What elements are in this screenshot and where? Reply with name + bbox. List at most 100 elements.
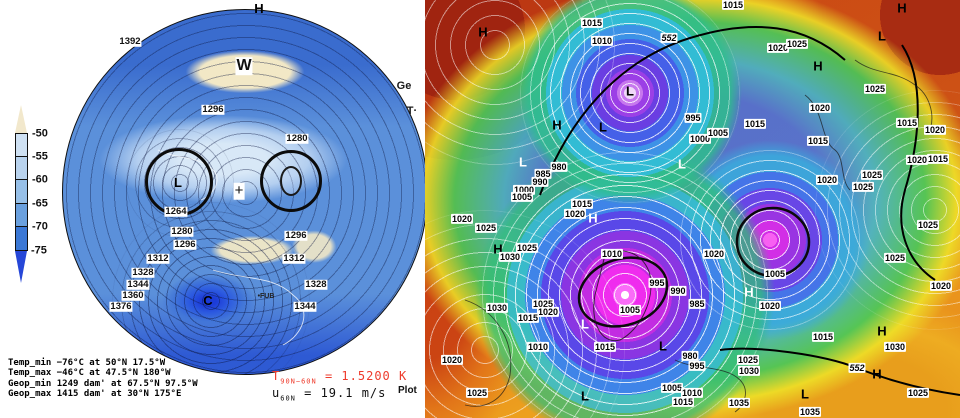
isobar-label: 1005 [510, 191, 534, 203]
isobar-label: L [659, 338, 667, 354]
isobar-label: 1020 [815, 174, 839, 186]
contour-label: 1280 [285, 132, 309, 145]
isobar-label: 1015 [811, 331, 835, 343]
isobar-label: 995 [648, 277, 666, 289]
isobar-label: 985 [534, 168, 552, 180]
isobar-label: 552 [660, 32, 678, 44]
isobar-label: 995 [684, 112, 702, 124]
isobar-label: 1010 [590, 35, 614, 47]
isobar-label: 1025 [515, 242, 539, 254]
extrema-info-block: Temp_min −76°C at 50°N 17.5°W Temp_max −4… [8, 358, 198, 399]
contour-label: 1360 [121, 289, 145, 302]
isobar-label: 1020 [923, 124, 947, 136]
isobar-label: 1010 [600, 248, 624, 260]
isobar-label: 1015 [671, 396, 695, 408]
colorbar-tick-label: -55 [32, 149, 48, 162]
contour-label: 1296 [201, 103, 225, 116]
contour-label: 1344 [293, 300, 317, 313]
isobar-label: 1025 [906, 387, 930, 399]
isobar-label: H [493, 241, 503, 257]
isobar-label: 1020 [929, 280, 953, 292]
isobar-label: 1030 [737, 365, 761, 377]
temperature-colorbar: -50 -55 -60 -65 -70 -75 [15, 105, 48, 283]
truncated-label: Ge [396, 80, 412, 92]
isobar-label: L [878, 28, 886, 44]
isobar-label: 1020 [536, 306, 560, 318]
colorbar-band: -55 [15, 150, 48, 180]
colorbar-band: -65 [15, 197, 48, 227]
isobar-label: 1025 [474, 222, 498, 234]
isobar-label: 1005 [618, 304, 642, 316]
isobar-label: 1000 [512, 184, 536, 196]
colorbar-band: -50 [15, 127, 48, 157]
isobar-label: H [744, 284, 754, 300]
isobar-label: 1025 [883, 252, 907, 264]
isobar-label: 1015 [516, 312, 540, 324]
isobar-label: H [897, 0, 907, 16]
isobar-label: 1025 [465, 387, 489, 399]
isobar-label: 1015 [895, 117, 919, 129]
isobar-label: L [581, 316, 589, 332]
isobar-label: 1035 [798, 406, 822, 418]
isobar-label: 552 [848, 362, 866, 374]
isobar-label: 1020 [905, 154, 929, 166]
colorbar-tick-label: -50 [32, 127, 48, 140]
colorbar-band: -70 [15, 220, 48, 251]
isobar-label: 1000 [688, 133, 712, 145]
colorbar-arrow-up-icon [15, 105, 27, 133]
isobar-label: 980 [550, 161, 568, 173]
isobar-label: 1010 [526, 341, 550, 353]
contour-label: 1264 [164, 205, 188, 218]
colorbar-tick-label: -65 [32, 196, 48, 209]
isobar-label: L [599, 119, 607, 135]
isobar-label: 1025 [531, 298, 555, 310]
contour-label: 1392 [118, 35, 142, 48]
isobar-label: 1020 [450, 213, 474, 225]
isobar-label: 1025 [736, 354, 760, 366]
isobar-label: 1020 [702, 248, 726, 260]
colorbar-tick-label: -60 [32, 173, 48, 186]
t-value: = 1.5200 K [324, 369, 408, 383]
contour-label: 1344 [126, 278, 150, 291]
isobar-label: 1015 [743, 118, 767, 130]
isobar-label: 1010 [680, 387, 704, 399]
extrema-info-line: Temp_min −76°C at 50°N 17.5°W [8, 358, 166, 368]
contour-label: C [203, 292, 213, 308]
colorbar-arrow-down-icon [15, 250, 27, 283]
contour-label: •FUB [257, 293, 275, 301]
colorbar-tick-label: -70 [32, 220, 48, 233]
contour-label: 1376 [109, 300, 133, 313]
isobar-label: 1020 [808, 102, 832, 114]
u-symbol: u [272, 386, 281, 401]
contour-label: 1312 [146, 252, 170, 265]
right-map-panel: H 1015 1010 552 1015 L H L 995 1000 1005 1020 1025 L H… [425, 0, 960, 418]
isobar-label: 995 [688, 360, 706, 372]
inner-contour-oval [280, 166, 302, 196]
contour-label: 1296 [173, 238, 197, 251]
isobar-label: L [581, 388, 589, 404]
isobar-label: 1025 [785, 38, 809, 50]
isobar-label: 1015 [926, 153, 950, 165]
isobar-label: H [813, 58, 823, 74]
isobar-label: H [877, 323, 887, 339]
u-subscript: 60N [280, 394, 296, 403]
diagnostics-block: T90N−60N = 1.5200 K u60N = 19.1 m/s [272, 369, 407, 403]
isobar-label: 985 [688, 298, 706, 310]
isobar-label: 1020 [766, 42, 790, 54]
isobar-label: 1030 [883, 341, 907, 353]
contour-label: 1296 [284, 229, 308, 242]
zonal-wind-metric: u60N = 19.1 m/s [272, 386, 407, 402]
colorbar-tick-label: -75 [31, 243, 47, 256]
isobar-label: 1005 [763, 268, 787, 280]
isobar-label: 1025 [851, 181, 875, 193]
isobar-label: 1005 [660, 382, 684, 394]
isobar-label: 990 [531, 176, 549, 188]
isobar-label: 1025 [916, 219, 940, 231]
isobar-label: H [588, 210, 598, 226]
plot-button[interactable]: Plot [398, 385, 417, 396]
isobar-label: 1015 [580, 17, 604, 29]
u-value: = 19.1 m/s [304, 386, 387, 401]
colorbar-bands: -50 -55 -60 -65 -70 -75 [15, 127, 48, 256]
isobar-label: H [872, 366, 882, 382]
isobar-label: 1015 [570, 198, 594, 210]
